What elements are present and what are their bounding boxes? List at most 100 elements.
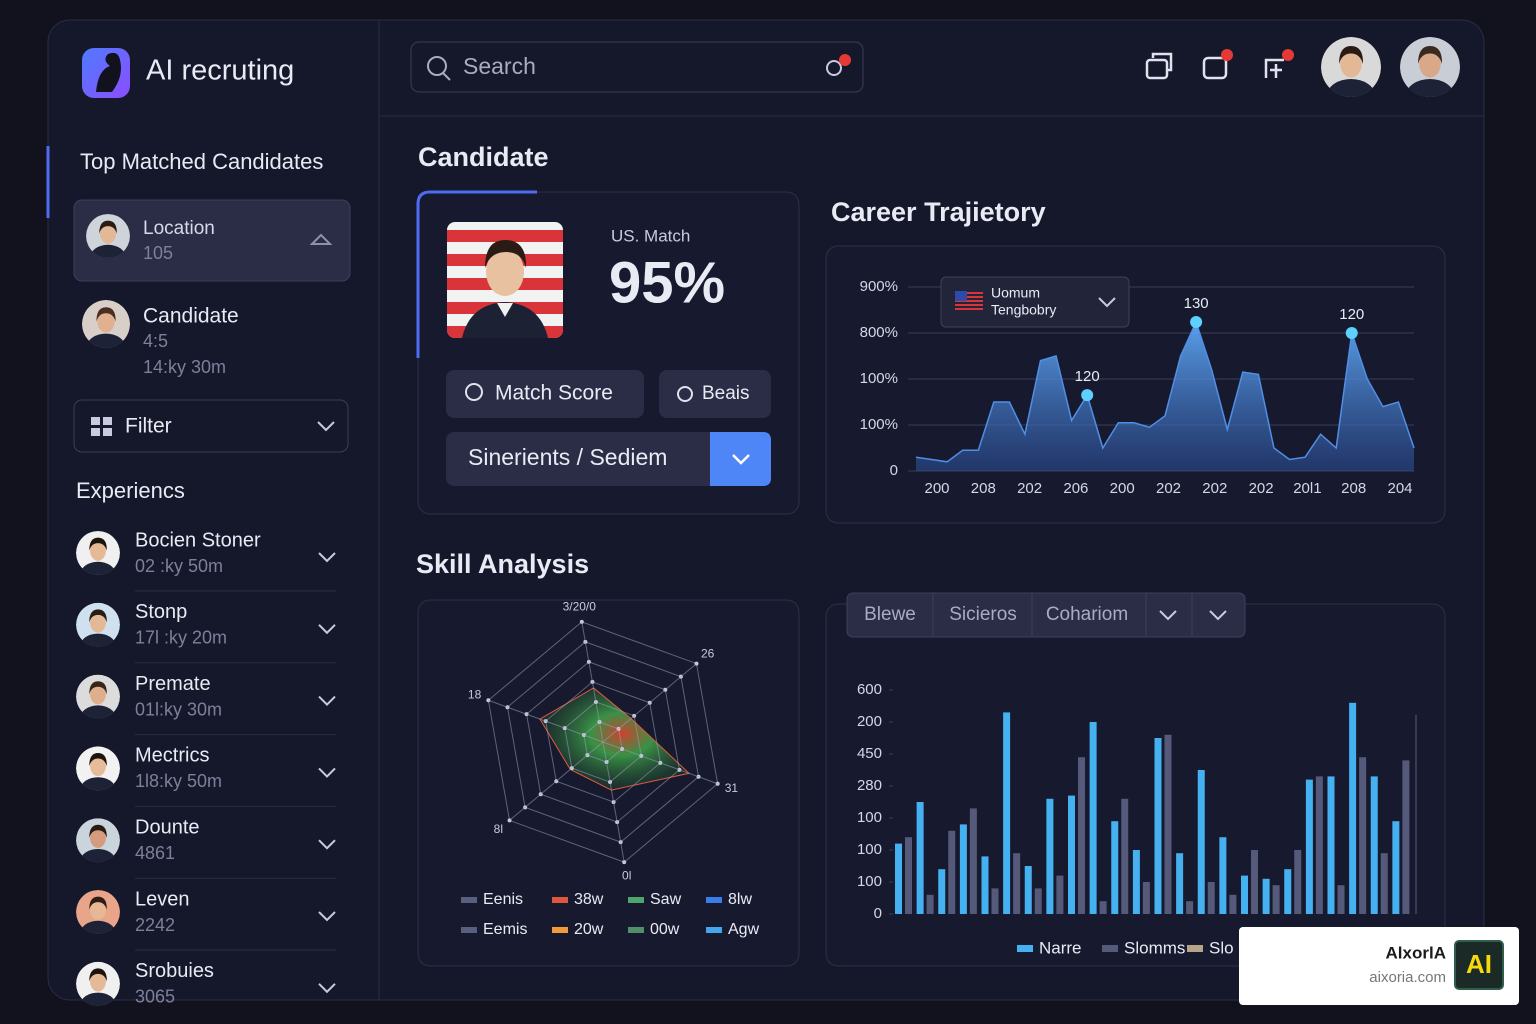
avatar-hair [99, 220, 117, 234]
bar [1327, 776, 1335, 914]
avatar-hair [89, 753, 107, 767]
button-icon [677, 386, 693, 402]
experience-name: Stonp [135, 601, 187, 623]
legend-swatch [628, 897, 644, 903]
y-tick-label: 450 [857, 745, 882, 762]
bar [1034, 888, 1042, 914]
tab-label[interactable]: Sicieros [949, 604, 1017, 625]
legend-swatch [706, 897, 722, 903]
point-label: 120 [1339, 306, 1364, 323]
chevron [318, 552, 336, 563]
legend-label: Eemis [483, 921, 527, 938]
sidebar-avatars [76, 214, 130, 1006]
avatar-body [90, 244, 126, 258]
avatar [86, 214, 130, 258]
search-placeholder: Search [463, 53, 536, 79]
legend-swatch [628, 927, 644, 933]
share-icon[interactable] [1264, 58, 1284, 78]
segment-select[interactable] [446, 432, 771, 486]
voice-icon[interactable] [826, 60, 842, 76]
match-label: US. Match [611, 226, 690, 245]
avatar-hair [96, 307, 116, 322]
x-tick-label: 202 [1156, 480, 1181, 497]
flag-stripe [955, 296, 983, 298]
radar-axis-label: 18 [468, 687, 482, 701]
avatar-body [80, 992, 116, 1006]
bar [1272, 885, 1280, 914]
avatar-face [100, 223, 116, 244]
bar [1359, 757, 1367, 914]
x-tick-label: 202 [1202, 480, 1227, 497]
bar [1392, 821, 1400, 914]
legend-swatch [461, 927, 477, 933]
beais-button[interactable] [659, 370, 771, 418]
avatar-body [80, 705, 116, 719]
flag-stripe [955, 304, 983, 306]
filter-icon [91, 428, 100, 436]
flag-canton [955, 291, 967, 301]
section-title: Experiencs [76, 478, 185, 503]
avatar-face [90, 971, 106, 992]
bar [1176, 853, 1184, 914]
bar [1111, 821, 1119, 914]
bar [1349, 702, 1357, 914]
y-tick-label: 0 [890, 462, 898, 479]
chevron [318, 983, 336, 994]
area-fill [916, 322, 1414, 471]
bar [895, 843, 902, 914]
career-chart [908, 276, 1415, 472]
bar [1380, 853, 1388, 914]
chevron [1159, 610, 1177, 621]
top-candidate-card[interactable] [73, 199, 351, 282]
bar [1207, 882, 1215, 914]
select-button[interactable] [710, 432, 771, 486]
x-tick-label: 200 [1110, 480, 1135, 497]
flag-stripe [955, 300, 983, 302]
search-box[interactable] [410, 41, 864, 93]
bar [1262, 878, 1270, 914]
x-tick-label: 20l1 [1293, 480, 1321, 497]
filter-dropdown[interactable] [73, 399, 349, 453]
dropdown-label: Uomum [991, 285, 1040, 301]
bar [1402, 760, 1410, 914]
series-dropdown[interactable] [940, 276, 1130, 328]
tab-label[interactable]: Blewe [864, 604, 916, 625]
bar [991, 888, 999, 914]
bar [1315, 776, 1323, 914]
filter-icon [103, 417, 112, 425]
tab-label[interactable]: Cohariom [1046, 604, 1128, 625]
x-tick-label: 208 [971, 480, 996, 497]
notification-icon[interactable] [1202, 56, 1228, 80]
bar [1370, 776, 1378, 914]
bar-chart [889, 593, 1417, 952]
x-tick-label: 202 [1249, 480, 1274, 497]
chevron [1098, 297, 1116, 308]
candidate-detail: 4:5 [143, 331, 168, 351]
bar [948, 830, 956, 914]
match-score-button[interactable] [446, 370, 644, 418]
watermark-logo-text: AI [1466, 949, 1492, 979]
x-tick-label: 204 [1387, 480, 1412, 497]
dropdown-label: Tengbobry [991, 302, 1056, 318]
point-marker [1081, 389, 1094, 402]
experience-detail: 17l :ky 20m [135, 628, 227, 648]
avatar [76, 961, 120, 1006]
experience-detail: 02 :ky 50m [135, 556, 223, 576]
y-tick-label: 900% [860, 278, 898, 295]
chevron [318, 839, 336, 850]
avatar-hair [1418, 46, 1443, 64]
avatar-face [90, 828, 106, 848]
radar-axis-label: 3/20/0 [563, 600, 597, 614]
candidate-photo [447, 222, 563, 338]
avatar-face [90, 612, 106, 633]
avatar-face [1340, 50, 1362, 78]
bar [1068, 795, 1075, 914]
experience-name: Premate [135, 673, 211, 695]
avatar-body [1406, 79, 1454, 97]
bar [1229, 894, 1237, 914]
avatar-face [90, 540, 106, 561]
bar [1078, 757, 1085, 914]
watermark-brand: AlxorlA [1386, 943, 1446, 962]
bar [1284, 869, 1292, 914]
candidate-name: Location [143, 218, 215, 239]
